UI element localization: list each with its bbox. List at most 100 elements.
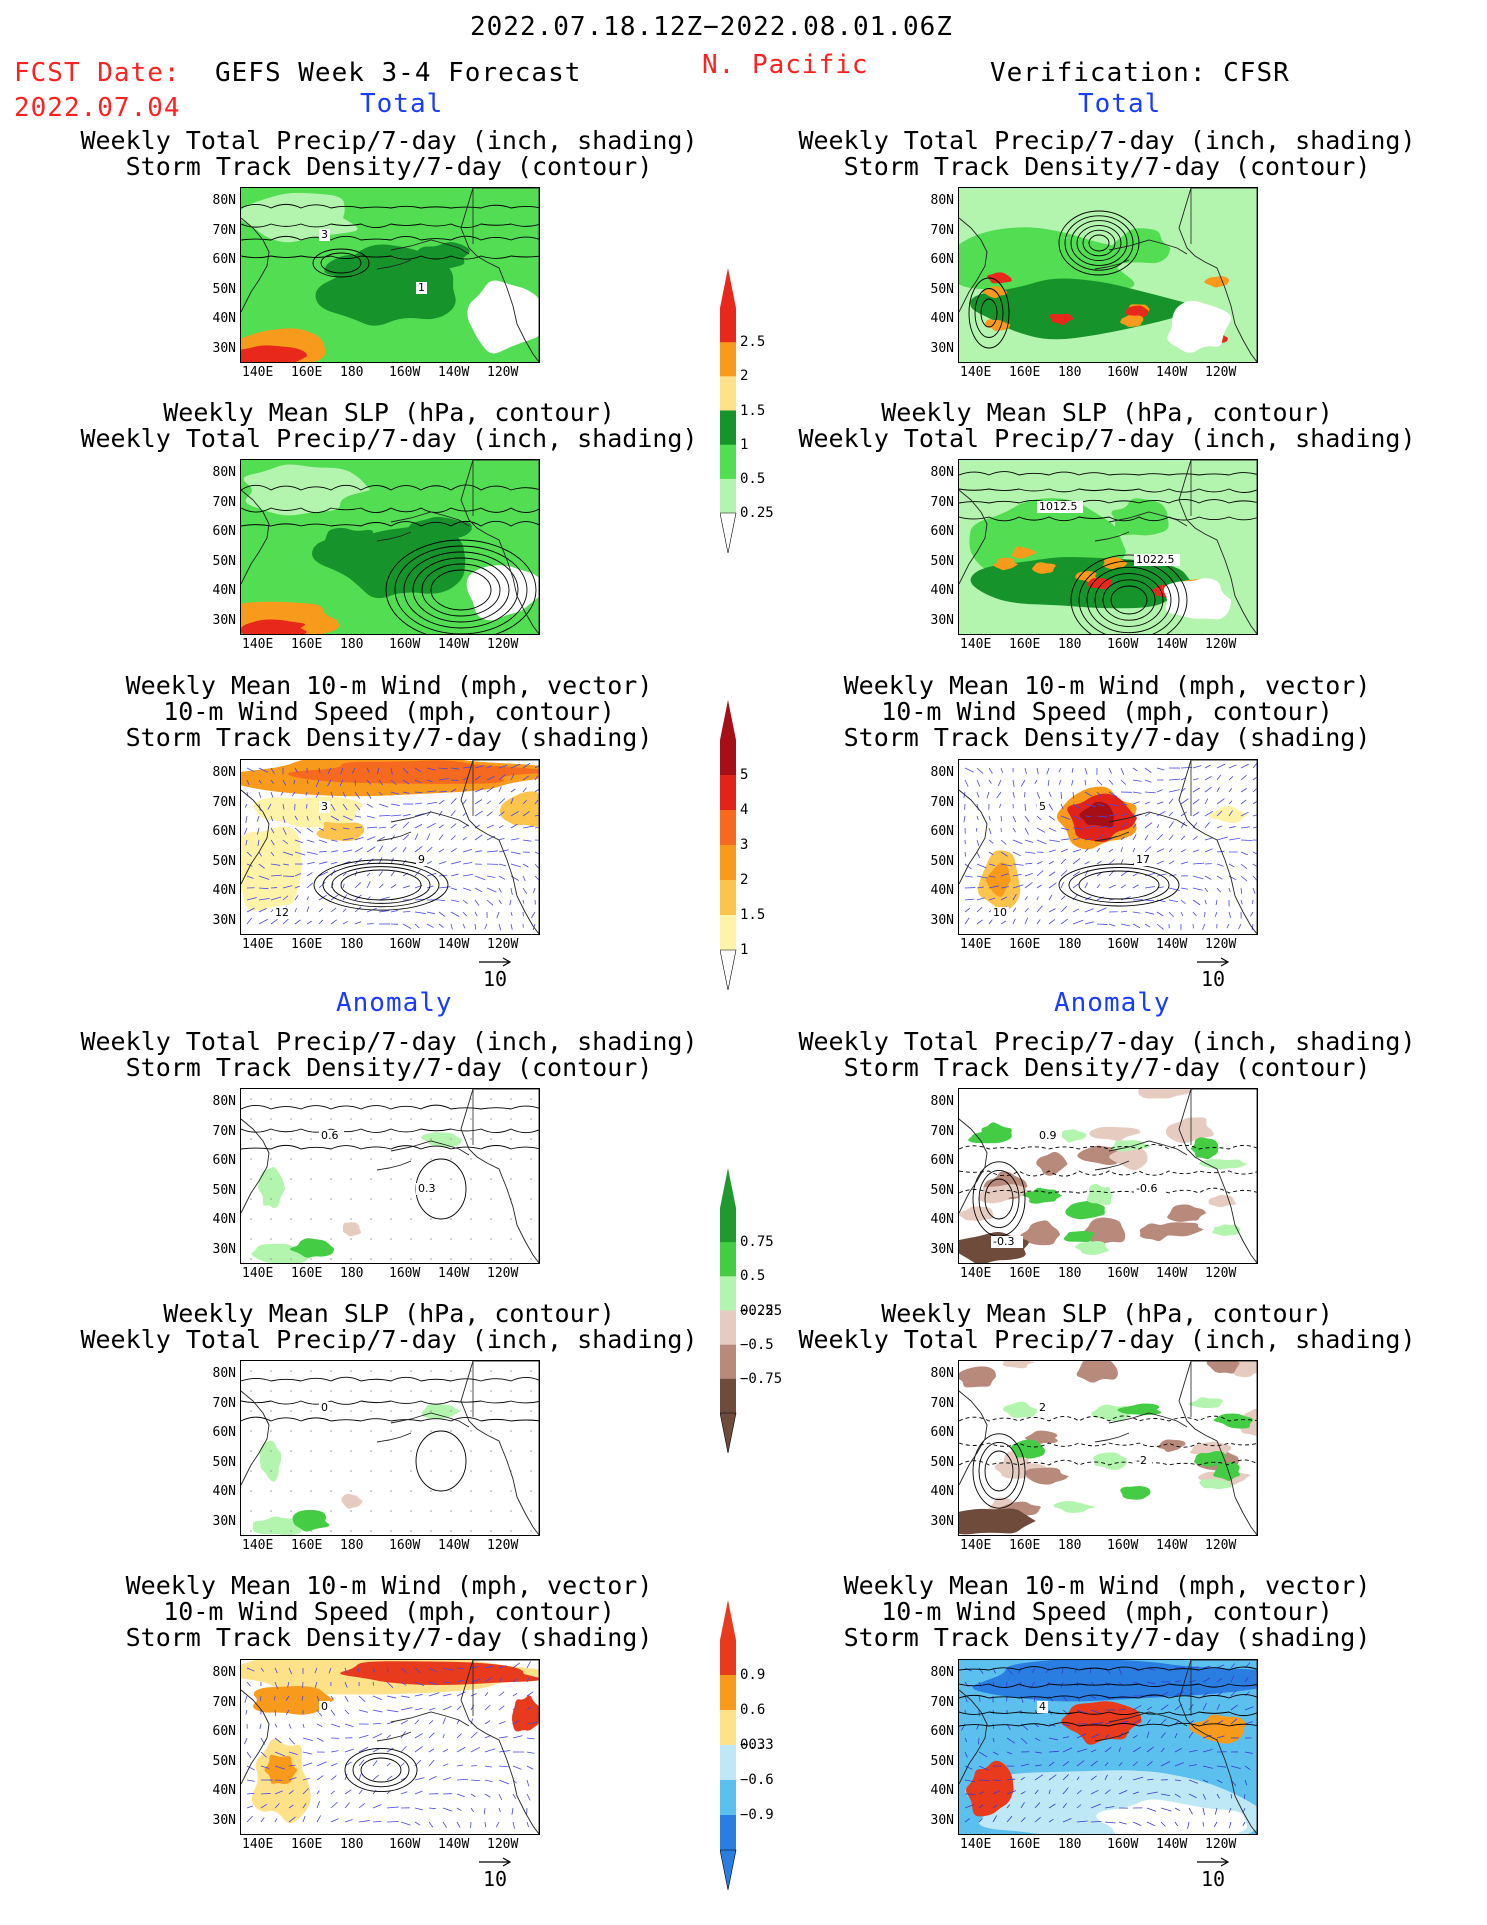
- wind-vector: [526, 1821, 529, 1827]
- wind-vector: [1132, 847, 1136, 853]
- wind-vector: [1168, 911, 1174, 918]
- wind-vector: [522, 800, 527, 805]
- anomaly-shading: [1022, 1187, 1063, 1204]
- grid-dot: [450, 1138, 452, 1140]
- anomaly-shading: [1093, 1452, 1127, 1470]
- vector-reference: 10: [470, 1857, 520, 1891]
- wind-vector: [997, 779, 1002, 787]
- wind-vector: [1034, 1774, 1044, 1781]
- lon-label: 140E: [242, 637, 274, 652]
- contour-line: [959, 1442, 1257, 1448]
- wind-vector: [1024, 827, 1029, 835]
- wind-vector: [470, 1821, 472, 1829]
- wind-vector: [1096, 779, 1103, 786]
- grid-dot: [390, 1450, 392, 1452]
- wind-vector: [1120, 923, 1131, 927]
- contour-label: 17: [1136, 853, 1150, 866]
- grid-dot: [430, 1238, 432, 1240]
- wind-vector: [414, 1667, 421, 1674]
- wind-vector: [245, 1709, 248, 1715]
- grid-dot: [310, 1470, 312, 1472]
- lon-label: 180: [340, 1538, 364, 1553]
- wind-vector: [366, 767, 370, 773]
- wind-vector: [1072, 791, 1075, 799]
- wind-vector: [1096, 896, 1104, 901]
- wind-vector: [378, 883, 384, 889]
- grid-dot: [410, 1390, 412, 1392]
- anom-ver-wind-map: 4: [958, 1659, 1258, 1835]
- panel-title-line: Weekly Total Precip/7-day (inch, shading…: [798, 424, 1416, 453]
- wind-vector: [1160, 1793, 1171, 1797]
- wind-vector: [1072, 858, 1081, 865]
- wind-vector: [1244, 1779, 1248, 1786]
- contour-label: 12: [275, 906, 289, 919]
- wind-vector: [1096, 884, 1101, 889]
- wind-vector: [498, 798, 506, 805]
- wind-vector: [1156, 810, 1166, 817]
- wind-vector: [354, 826, 362, 829]
- wind-vector: [315, 791, 320, 798]
- wind-vector: [378, 836, 386, 841]
- colorbar-tick-label: 0.75: [740, 1234, 774, 1251]
- wind-vector: [1216, 1720, 1224, 1725]
- wind-vector: [372, 1804, 382, 1809]
- grid-dot: [310, 1530, 312, 1532]
- contour-line: [241, 1104, 539, 1110]
- wind-vector: [1024, 803, 1026, 811]
- wind-vector: [964, 767, 974, 773]
- wind-vector: [1072, 883, 1079, 889]
- lat-label: 70N: [212, 794, 236, 810]
- wind-vector: [1168, 778, 1181, 781]
- contour-line: [241, 255, 539, 260]
- grid-dot: [370, 1510, 372, 1512]
- grid-dot: [510, 1178, 512, 1180]
- colorbar-bottom-arrow: [720, 512, 737, 553]
- lon-label: 160W: [1107, 637, 1139, 652]
- wind-vector: [378, 896, 390, 901]
- wind-vector: [1036, 791, 1041, 799]
- grid-dot: [490, 1530, 492, 1532]
- wind-vector: [386, 1775, 393, 1781]
- wind-vector: [526, 1691, 534, 1697]
- precip-shading: [982, 286, 1007, 299]
- contour-line: [978, 1441, 1020, 1501]
- anomaly-shading: [1010, 1439, 1046, 1459]
- wind-vector: [484, 1748, 496, 1753]
- wind-vector: [1132, 1704, 1142, 1711]
- wind-vector: [390, 884, 397, 889]
- lat-label: 80N: [212, 1665, 236, 1680]
- wind-vector: [366, 815, 375, 819]
- grid-dot: [470, 1198, 472, 1200]
- wind-vector: [526, 1765, 534, 1770]
- grid-dot: [410, 1410, 412, 1412]
- wind-vector: [1036, 767, 1039, 775]
- grid-dot: [270, 1178, 272, 1180]
- storm-anomaly-shading: [972, 1660, 1257, 1702]
- wind-vector: [462, 766, 472, 769]
- verification-title: Verification: CFSR: [990, 58, 1290, 88]
- wind-vector: [390, 814, 402, 817]
- wind-vector: [1144, 791, 1156, 794]
- anomaly-shading: [1138, 1089, 1194, 1099]
- wind-vector: [498, 811, 505, 817]
- wind-vector: [258, 779, 262, 784]
- wind-vector: [386, 1734, 391, 1739]
- wind-vector: [287, 1681, 290, 1688]
- wind-vector: [1132, 873, 1138, 877]
- wind-vector: [1062, 1774, 1069, 1781]
- wind-vector: [378, 910, 390, 913]
- wind-vector: [510, 863, 521, 868]
- wind-vector: [414, 833, 419, 841]
- wind-vector: [1034, 1764, 1042, 1767]
- wind-vector: [1047, 779, 1050, 787]
- wind-vector: [1228, 863, 1235, 868]
- wind-vector: [1244, 1676, 1249, 1683]
- grid-dot: [430, 1430, 432, 1432]
- north-america-coastline: [460, 1361, 539, 1535]
- wind-vector: [1076, 1748, 1088, 1753]
- wind-vector: [386, 1681, 394, 1689]
- grid-dot: [410, 1138, 412, 1140]
- wind-vector: [402, 834, 410, 841]
- lon-label: 160W: [389, 637, 421, 652]
- lon-label: 160W: [1107, 1538, 1139, 1553]
